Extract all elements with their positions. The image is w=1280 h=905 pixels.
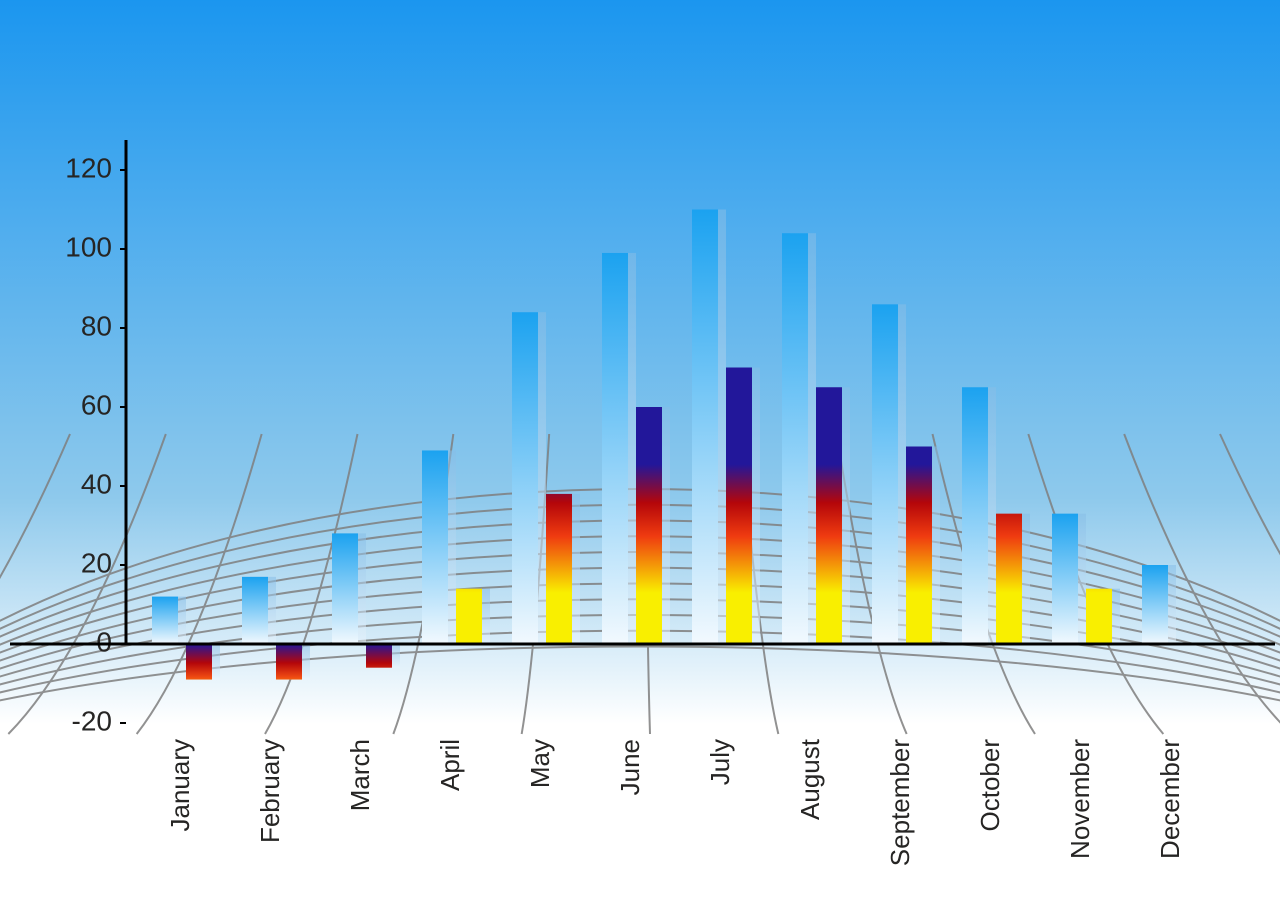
bar-series-a — [872, 304, 898, 644]
bar-series-b — [366, 644, 392, 668]
bar-series-b — [636, 407, 662, 644]
bar-series-a — [152, 597, 178, 644]
y-tick-label: 0 — [96, 626, 112, 657]
bar-series-a — [1052, 514, 1078, 644]
bar-series-b — [726, 368, 752, 645]
x-category-label: December — [1155, 739, 1185, 859]
x-category-label: May — [525, 739, 555, 788]
x-category-label: March — [345, 739, 375, 811]
bar-series-a — [782, 233, 808, 644]
bar-series-a — [332, 533, 358, 644]
y-tick-label: 120 — [65, 152, 112, 183]
x-category-label: April — [435, 739, 465, 791]
bar-group — [1142, 565, 1176, 644]
x-category-label: September — [885, 739, 915, 867]
bar-series-b — [906, 447, 932, 645]
bar-series-b — [546, 494, 572, 644]
bar-series-b — [996, 514, 1022, 644]
x-category-label: January — [165, 739, 195, 832]
bar-series-b — [1086, 589, 1112, 644]
bar-series-a — [962, 387, 988, 644]
bar-series-a — [512, 312, 538, 644]
y-tick-label: -20 — [72, 705, 112, 736]
y-tick-label: 60 — [81, 389, 112, 420]
x-category-label: July — [705, 739, 735, 785]
bar-series-a — [242, 577, 268, 644]
bar-series-a — [1142, 565, 1168, 644]
x-category-label: November — [1065, 739, 1095, 859]
bar-series-a — [422, 450, 448, 644]
bar-series-b — [186, 644, 212, 680]
bar-series-a — [602, 253, 628, 644]
monthly-grouped-bar-chart: -20 0 20 40 60 80 100 120 January February March Ap… — [0, 0, 1280, 905]
y-tick-label: 100 — [65, 231, 112, 262]
x-category-label: August — [795, 738, 825, 820]
y-tick-label: 20 — [81, 547, 112, 578]
x-category-label: February — [255, 739, 285, 843]
x-category-label: June — [615, 739, 645, 795]
bar-series-a — [692, 210, 718, 645]
bar-series-b — [816, 387, 842, 644]
y-tick-label: 80 — [81, 310, 112, 341]
chart-container: { "chart": { "type": "bar", "canvas": { … — [0, 0, 1280, 905]
y-tick-label: 40 — [81, 468, 112, 499]
bar-series-b — [276, 644, 302, 680]
bar-series-b — [456, 589, 482, 644]
x-category-label: October — [975, 739, 1005, 832]
